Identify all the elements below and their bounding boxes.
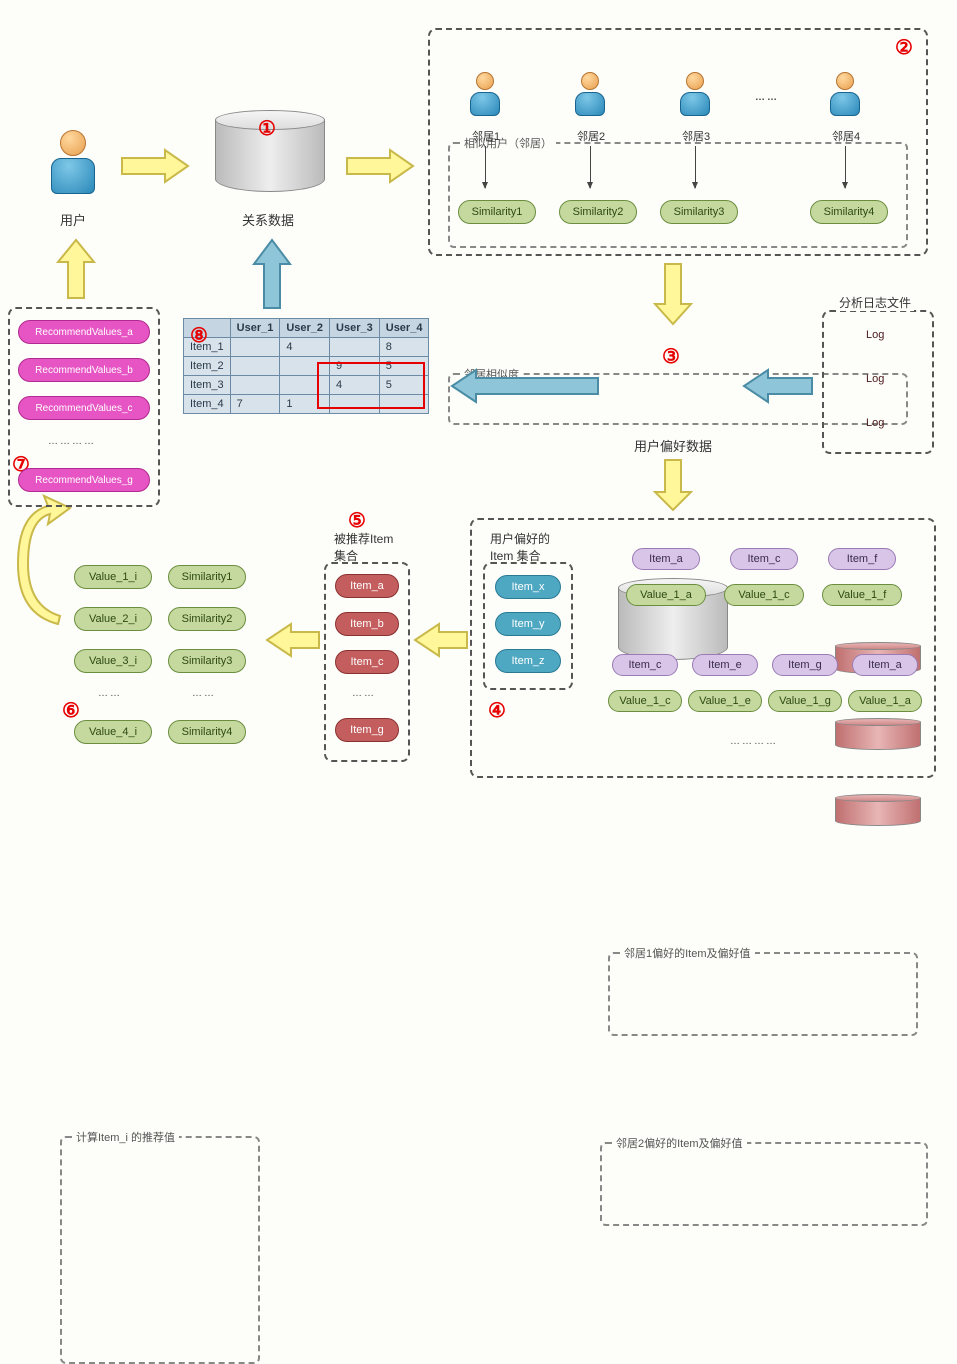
db3-label: 用户偏好数据 (634, 436, 712, 455)
arrow-db3-step4 (653, 458, 693, 515)
n1v-a: Value_1_a (626, 584, 706, 606)
s7-c: RecommendValues_c (18, 396, 150, 420)
n1-line (485, 146, 486, 188)
n4-line (845, 146, 846, 188)
s5-a: Item_a (335, 574, 399, 598)
s4-x: Item_x (495, 575, 561, 599)
step6-title: 计算Item_i 的推荐值 (72, 1129, 179, 1145)
badge-3: ③ (662, 344, 680, 369)
sim4: Similarity4 (810, 200, 888, 224)
s7-a: RecommendValues_a (18, 320, 150, 344)
n2i-g: Item_g (772, 654, 838, 676)
n2-line (590, 146, 591, 188)
arrow-4-5 (413, 622, 469, 661)
s5-g: Item_g (335, 718, 399, 742)
n2v-g: Value_1_g (768, 690, 842, 712)
step4-title: 用户偏好的 Item 集合 (490, 530, 550, 564)
n2v-c: Value_1_c (608, 690, 682, 712)
s6s3: Similarity3 (168, 649, 246, 673)
s7-b: RecommendValues_b (18, 358, 150, 382)
arrow-6-7 (8, 494, 78, 637)
n1i-a: Item_a (632, 548, 700, 570)
s5-b: Item_b (335, 612, 399, 636)
n2v-e: Value_1_e (688, 690, 762, 712)
n2i-c: Item_c (612, 654, 678, 676)
arrow-step2-db3 (653, 262, 693, 329)
table-step8: User_1User_2User_3User_4Item_148Item_295… (183, 318, 429, 414)
n2i-a: Item_a (852, 654, 918, 676)
log2-text: Log (866, 373, 884, 385)
neighbor-3 (680, 72, 710, 116)
s6v3: Value_3_i (74, 649, 152, 673)
neighbor-1 (470, 72, 500, 116)
logs-title: 分析日志文件 (836, 294, 914, 311)
s6s1: Similarity1 (168, 565, 246, 589)
badge-4: ④ (488, 698, 506, 723)
neigh1-box: 邻居1偏好的Item及偏好值 (608, 952, 918, 1036)
step5-title: 被推荐Item 集合 (334, 530, 393, 564)
sim2: Similarity2 (559, 200, 637, 224)
neigh1-title: 邻居1偏好的Item及偏好值 (620, 945, 755, 961)
badge-6: ⑥ (62, 698, 80, 723)
s6v2: Value_2_i (74, 607, 152, 631)
badge-2: ② (895, 35, 913, 60)
s5-c: Item_c (335, 650, 399, 674)
user-icon (48, 130, 98, 194)
arrow-db-step2 (345, 148, 415, 187)
n1i-f: Item_f (828, 548, 896, 570)
db1-label: 关系数据 (242, 210, 294, 229)
s4-z: Item_z (495, 649, 561, 673)
user-label: 用户 (60, 210, 86, 229)
arrow-logs-db3 (742, 368, 814, 407)
n-more-dots: ………… (730, 736, 778, 747)
arrow-db3-table (450, 368, 600, 407)
neighbor-4 (830, 72, 860, 116)
s6v1: Value_1_i (74, 565, 152, 589)
arrow-table-db1 (252, 238, 292, 313)
neighbors-inner: 相似用户（邻居） (448, 142, 908, 248)
neighbor-2 (575, 72, 605, 116)
n2-label: 邻居2 (577, 128, 605, 144)
step6-box: 计算Item_i 的推荐值 (60, 1136, 260, 1364)
n2v-a: Value_1_a (848, 690, 922, 712)
n1-label: 邻居1 (472, 128, 500, 144)
s5-dots: …… (352, 688, 376, 699)
sim3: Similarity3 (660, 200, 738, 224)
arrow-5-6 (265, 622, 321, 661)
n3-label: 邻居3 (682, 128, 710, 144)
badge-5: ⑤ (348, 508, 366, 533)
s6v4: Value_4_i (74, 720, 152, 744)
sim1: Similarity1 (458, 200, 536, 224)
s6-d2: …… (192, 688, 216, 699)
s4-y: Item_y (495, 612, 561, 636)
n2i-e: Item_e (692, 654, 758, 676)
arrow-user-db (120, 148, 190, 187)
s6s4: Similarity4 (168, 720, 246, 744)
neigh2-title: 邻居2偏好的Item及偏好值 (612, 1135, 747, 1151)
s6s2: Similarity2 (168, 607, 246, 631)
neigh2-box: 邻居2偏好的Item及偏好值 (600, 1142, 928, 1226)
n1v-f: Value_1_f (822, 584, 902, 606)
s6-d1: …… (98, 688, 122, 699)
n4-label: 邻居4 (832, 128, 860, 144)
n1i-c: Item_c (730, 548, 798, 570)
s7-dots: ………… (48, 436, 96, 447)
log1-text: Log (866, 329, 884, 341)
badge-8: ⑧ (190, 323, 208, 348)
neighbor-dots: …… (755, 92, 779, 103)
n3-line (695, 146, 696, 188)
arrow-7-user (56, 238, 96, 303)
log3 (835, 794, 921, 826)
badge-1: ① (258, 116, 276, 141)
n1v-c: Value_1_c (724, 584, 804, 606)
s7-g: RecommendValues_g (18, 468, 150, 492)
log3-text: Log (866, 417, 884, 429)
